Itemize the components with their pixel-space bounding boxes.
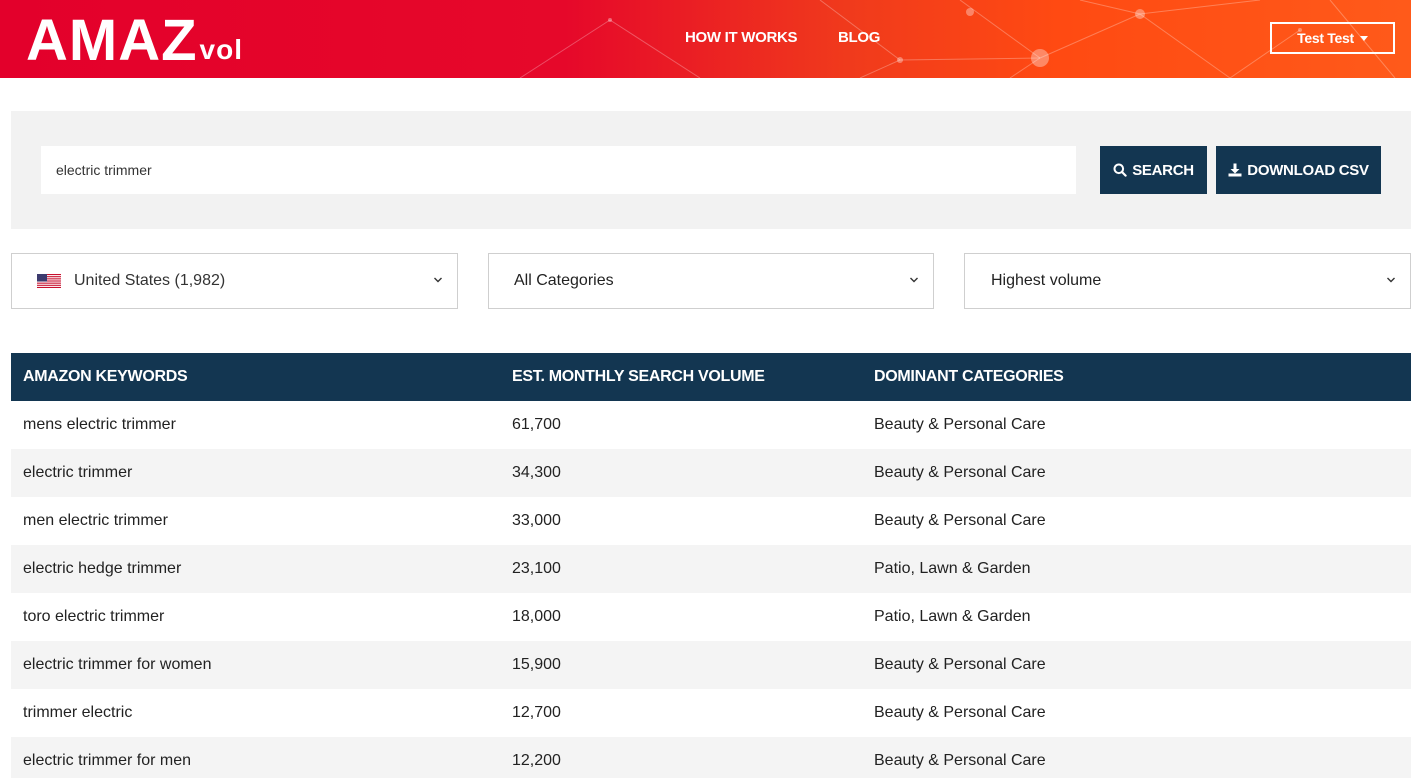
- keyword-cell: electric trimmer for men: [23, 752, 192, 769]
- keyword-search-input[interactable]: [41, 146, 1076, 194]
- volume-cell: 18,000: [512, 608, 561, 625]
- category-select[interactable]: All Categories: [488, 253, 934, 309]
- keyword-cell: mens electric trimmer: [23, 416, 176, 433]
- table-header-row: AMAZON KEYWORDS EST. MONTHLY SEARCH VOLU…: [11, 353, 1411, 401]
- keyword-cell: electric hedge trimmer: [23, 560, 182, 577]
- search-panel: SEARCH DOWNLOAD CSV: [11, 111, 1411, 229]
- nav-how-it-works[interactable]: HOW IT WORKS: [685, 29, 798, 46]
- category-cell: Beauty & Personal Care: [874, 704, 1046, 721]
- category-cell: Beauty & Personal Care: [874, 464, 1046, 481]
- column-header-keywords[interactable]: AMAZON KEYWORDS: [23, 368, 188, 385]
- amazvol-logo[interactable]: AMAZ vol: [26, 6, 243, 70]
- category-cell: Patio, Lawn & Garden: [874, 560, 1031, 577]
- keywords-table: AMAZON KEYWORDS EST. MONTHLY SEARCH VOLU…: [11, 353, 1411, 778]
- logo-sub-text: vol: [199, 34, 243, 65]
- search-button[interactable]: SEARCH: [1100, 146, 1207, 194]
- table-row[interactable]: toro electric trimmer 18,000 Patio, Lawn &…: [11, 593, 1411, 641]
- us-flag-icon: [37, 274, 61, 288]
- chevron-down-icon: [1387, 277, 1395, 283]
- table-row[interactable]: men electric trimmer 33,000 Beauty & Perso…: [11, 497, 1411, 545]
- logo-main-text: AMAZ: [26, 8, 198, 73]
- sort-select-value: Highest volume: [991, 272, 1102, 289]
- country-select-value: United States (1,982): [74, 272, 226, 289]
- table-row[interactable]: electric hedge trimmer 23,100 Patio, Lawn …: [11, 545, 1411, 593]
- volume-cell: 34,300: [512, 464, 561, 481]
- keyword-cell: men electric trimmer: [23, 512, 168, 529]
- nav-blog[interactable]: BLOG: [838, 29, 881, 46]
- category-cell: Beauty & Personal Care: [874, 416, 1046, 433]
- chevron-down-icon: [434, 277, 442, 283]
- volume-cell: 15,900: [512, 656, 561, 673]
- table-row[interactable]: electric trimmer 34,300 Beauty & Personal …: [11, 449, 1411, 497]
- table-row[interactable]: mens electric trimmer 61,700 Beauty & Pers…: [11, 401, 1411, 449]
- table-row[interactable]: electric trimmer for men 12,200 Beauty & P…: [11, 737, 1411, 778]
- download-csv-button[interactable]: DOWNLOAD CSV: [1216, 146, 1381, 194]
- category-cell: Beauty & Personal Care: [874, 656, 1046, 673]
- volume-cell: 12,700: [512, 704, 561, 721]
- volume-cell: 61,700: [512, 416, 561, 433]
- network-pattern-decoration: [519, 0, 1396, 78]
- user-name-label: Test Test: [1297, 30, 1354, 46]
- keyword-cell: electric trimmer: [23, 464, 133, 481]
- search-button-label: SEARCH: [1132, 161, 1194, 179]
- volume-cell: 12,200: [512, 752, 561, 769]
- top-header: AMAZ vol HOW IT WORKS BLOG Test Test: [0, 0, 1411, 78]
- search-icon: [1113, 163, 1127, 177]
- volume-cell: 33,000: [512, 512, 561, 529]
- sort-select[interactable]: Highest volume: [964, 253, 1411, 309]
- category-select-value: All Categories: [514, 272, 614, 289]
- country-select[interactable]: United States (1,982): [11, 253, 458, 309]
- keyword-cell: electric trimmer for women: [23, 656, 212, 673]
- category-cell: Beauty & Personal Care: [874, 752, 1046, 769]
- column-header-categories[interactable]: DOMINANT CATEGORIES: [874, 368, 1064, 385]
- chevron-down-icon: [910, 277, 918, 283]
- table-row[interactable]: trimmer electric 12,700 Beauty & Personal …: [11, 689, 1411, 737]
- keyword-cell: toro electric trimmer: [23, 608, 165, 625]
- volume-cell: 23,100: [512, 560, 561, 577]
- table-row[interactable]: electric trimmer for women 15,900 Beauty &…: [11, 641, 1411, 689]
- column-header-volume[interactable]: EST. MONTHLY SEARCH VOLUME: [512, 368, 765, 385]
- keyword-cell: trimmer electric: [23, 704, 133, 721]
- category-cell: Beauty & Personal Care: [874, 512, 1046, 529]
- table-body: mens electric trimmer 61,700 Beauty & Pers…: [11, 401, 1411, 778]
- download-button-label: DOWNLOAD CSV: [1247, 161, 1369, 179]
- category-cell: Patio, Lawn & Garden: [874, 608, 1031, 625]
- caret-down-icon: [1359, 36, 1368, 41]
- user-menu-button[interactable]: Test Test: [1270, 22, 1395, 54]
- download-icon: [1228, 163, 1242, 177]
